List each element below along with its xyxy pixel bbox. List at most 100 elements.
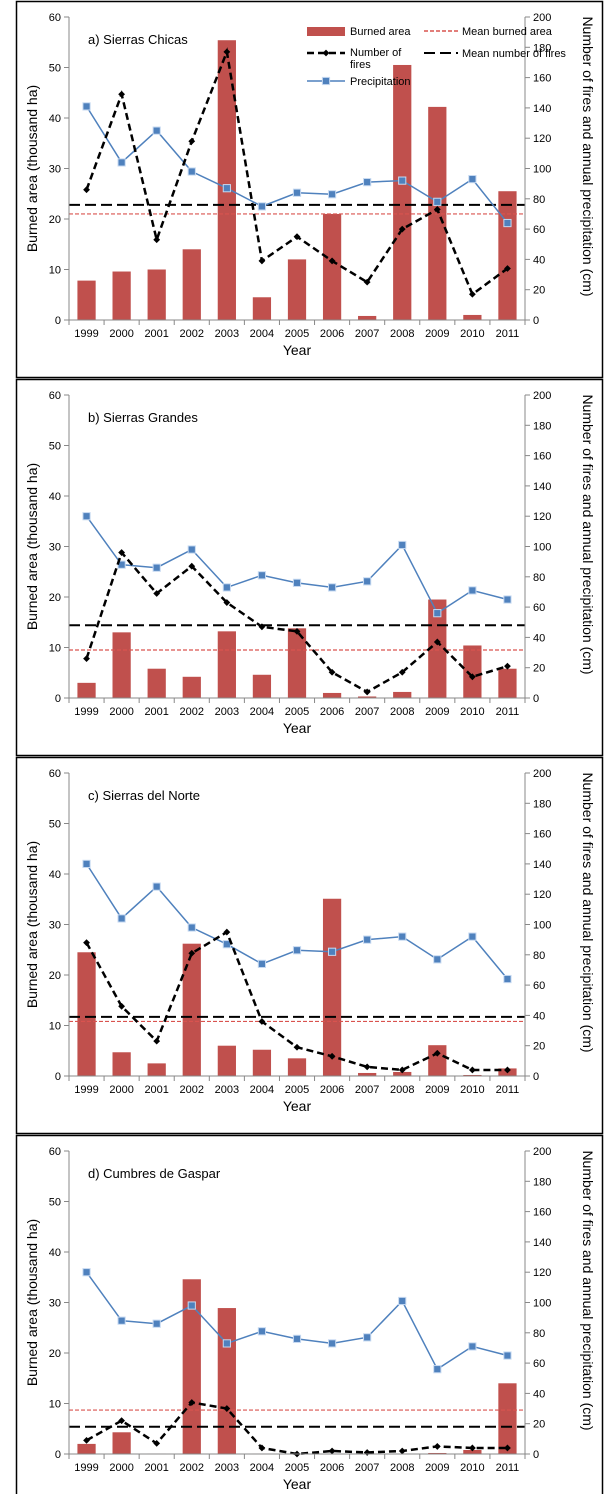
right-tick-label: 160 <box>533 1207 551 1219</box>
x-tick-label: 2011 <box>496 1462 520 1474</box>
x-tick-label: 2011 <box>496 328 520 340</box>
fires-point-2002 <box>188 949 196 957</box>
fires-point-2008 <box>398 1066 406 1074</box>
fires-point-2011 <box>504 265 511 272</box>
precipitation-line <box>85 863 509 980</box>
bar-burned-area-2001 <box>147 269 166 320</box>
fires-point-2007 <box>363 1449 371 1456</box>
fires-point-2002 <box>188 562 196 570</box>
right-tick-label: 80 <box>533 194 545 206</box>
bar-burned-area-2011 <box>498 191 517 320</box>
panel-title: b) Sierras Grandes <box>88 410 198 425</box>
right-tick-label: 100 <box>533 1298 551 1310</box>
left-tick-label: 10 <box>49 1021 61 1033</box>
precipitation-point-2003 <box>222 583 231 592</box>
legend-label-burned-area: Burned area <box>350 26 411 38</box>
right-tick-label: 40 <box>533 254 545 266</box>
left-tick-label: 40 <box>49 1247 61 1259</box>
right-tick-label: 80 <box>533 950 545 962</box>
x-tick-label: 2008 <box>390 328 414 340</box>
precipitation-point-2010 <box>468 932 477 941</box>
bar-burned-area-2006 <box>322 692 342 698</box>
bar-burned-area-2005 <box>287 628 307 698</box>
bar-burned-area-2003 <box>217 1308 236 1454</box>
precipitation-point-1999 <box>82 1268 91 1277</box>
left-tick-label: 30 <box>49 164 61 176</box>
x-tick-label: 2003 <box>215 706 239 718</box>
left-tick-label: 50 <box>49 63 61 75</box>
fires-point-2001 <box>153 1439 161 1447</box>
fires-point-2011 <box>504 1066 511 1074</box>
bar-burned-area-2001 <box>147 668 166 698</box>
x-tick-label: 2007 <box>355 328 379 340</box>
bar-burned-area-2002 <box>182 249 201 320</box>
fires-point-2006 <box>328 257 336 265</box>
panel-title: d) Cumbres de Gaspar <box>88 1166 221 1181</box>
bar-burned-area-2007 <box>358 1072 377 1076</box>
precipitation-point-2006 <box>327 190 337 199</box>
panel-border <box>15 378 604 757</box>
right-tick-label: 60 <box>533 602 545 614</box>
fires-point-2008 <box>398 225 406 233</box>
left-axis-title: Burned area (thousand ha) <box>24 85 40 252</box>
left-tick-label: 50 <box>49 1197 61 1209</box>
fires-point-2003 <box>223 48 231 56</box>
fires-point-2004 <box>258 1444 266 1452</box>
panel-4: 0 10 20 30 40 50 60 0 20 40 60 80 100 120 140 160 180 200… <box>15 1134 604 1494</box>
left-tick-label: 0 <box>55 315 61 327</box>
right-tick-label: 160 <box>533 451 551 463</box>
bar-burned-area-2010 <box>463 645 482 698</box>
precipitation-point-2000 <box>117 1316 126 1325</box>
left-tick-label: 50 <box>49 819 61 831</box>
bar-burned-area-2010 <box>463 1449 482 1454</box>
x-axis-title: Year <box>283 342 312 358</box>
precipitation-point-2004 <box>257 571 267 580</box>
fires-point-2005 <box>293 627 301 635</box>
precipitation-point-2011 <box>503 595 512 604</box>
x-tick-label: 2010 <box>460 1084 484 1096</box>
precipitation-point-2009 <box>433 955 442 964</box>
left-tick-label: 60 <box>49 12 61 24</box>
left-tick-label: 60 <box>49 1146 61 1158</box>
bar-burned-area-1999 <box>77 1443 96 1454</box>
precipitation-point-2000 <box>117 914 126 923</box>
x-tick-label: 2000 <box>109 1462 133 1474</box>
x-tick-label: 2008 <box>390 706 414 718</box>
panel-2: 0 10 20 30 40 50 60 0 20 40 60 80 100 120 140 160 180 200… <box>15 378 604 757</box>
precipitation-point-2008 <box>398 176 407 185</box>
legend-label-mean-number-of-fires: Mean number of fires <box>462 48 566 60</box>
precipitation-point-2005 <box>292 946 302 955</box>
precipitation-point-2005 <box>292 578 302 587</box>
left-tick-label: 20 <box>49 970 61 982</box>
fires-point-2006 <box>328 668 336 676</box>
fires-point-2001 <box>153 236 161 244</box>
precipitation-point-2002 <box>187 167 196 176</box>
x-tick-label: 2006 <box>320 1462 344 1474</box>
left-tick-label: 60 <box>49 768 61 780</box>
left-tick-label: 0 <box>55 1449 61 1461</box>
left-tick-label: 10 <box>49 643 61 655</box>
legend: Burned area Mean burned area Number of fire… <box>307 26 566 88</box>
precipitation-point-2002 <box>187 1301 196 1310</box>
bar-burned-area-2004 <box>252 674 272 698</box>
left-tick-label: 0 <box>55 693 61 705</box>
x-tick-label: 2007 <box>355 1462 379 1474</box>
precipitation-point-1999 <box>82 102 91 111</box>
right-tick-label: 0 <box>533 693 539 705</box>
x-tick-label: 2007 <box>355 1084 379 1096</box>
x-tick-label: 2006 <box>320 706 344 718</box>
precipitation-point-2011 <box>503 974 512 984</box>
fires-point-1999 <box>83 1436 90 1444</box>
x-tick-label: 2005 <box>285 706 309 718</box>
bar-burned-area-2005 <box>287 259 307 320</box>
x-tick-label: 2003 <box>215 328 239 340</box>
x-tick-label: 2001 <box>144 1462 168 1474</box>
left-tick-label: 40 <box>49 869 61 881</box>
precipitation-point-2008 <box>398 1296 407 1306</box>
left-axis-title: Burned area (thousand ha) <box>24 841 40 1008</box>
precipitation-point-2009 <box>433 1365 442 1374</box>
left-tick-label: 40 <box>49 113 61 125</box>
fires-point-2008 <box>398 668 406 676</box>
